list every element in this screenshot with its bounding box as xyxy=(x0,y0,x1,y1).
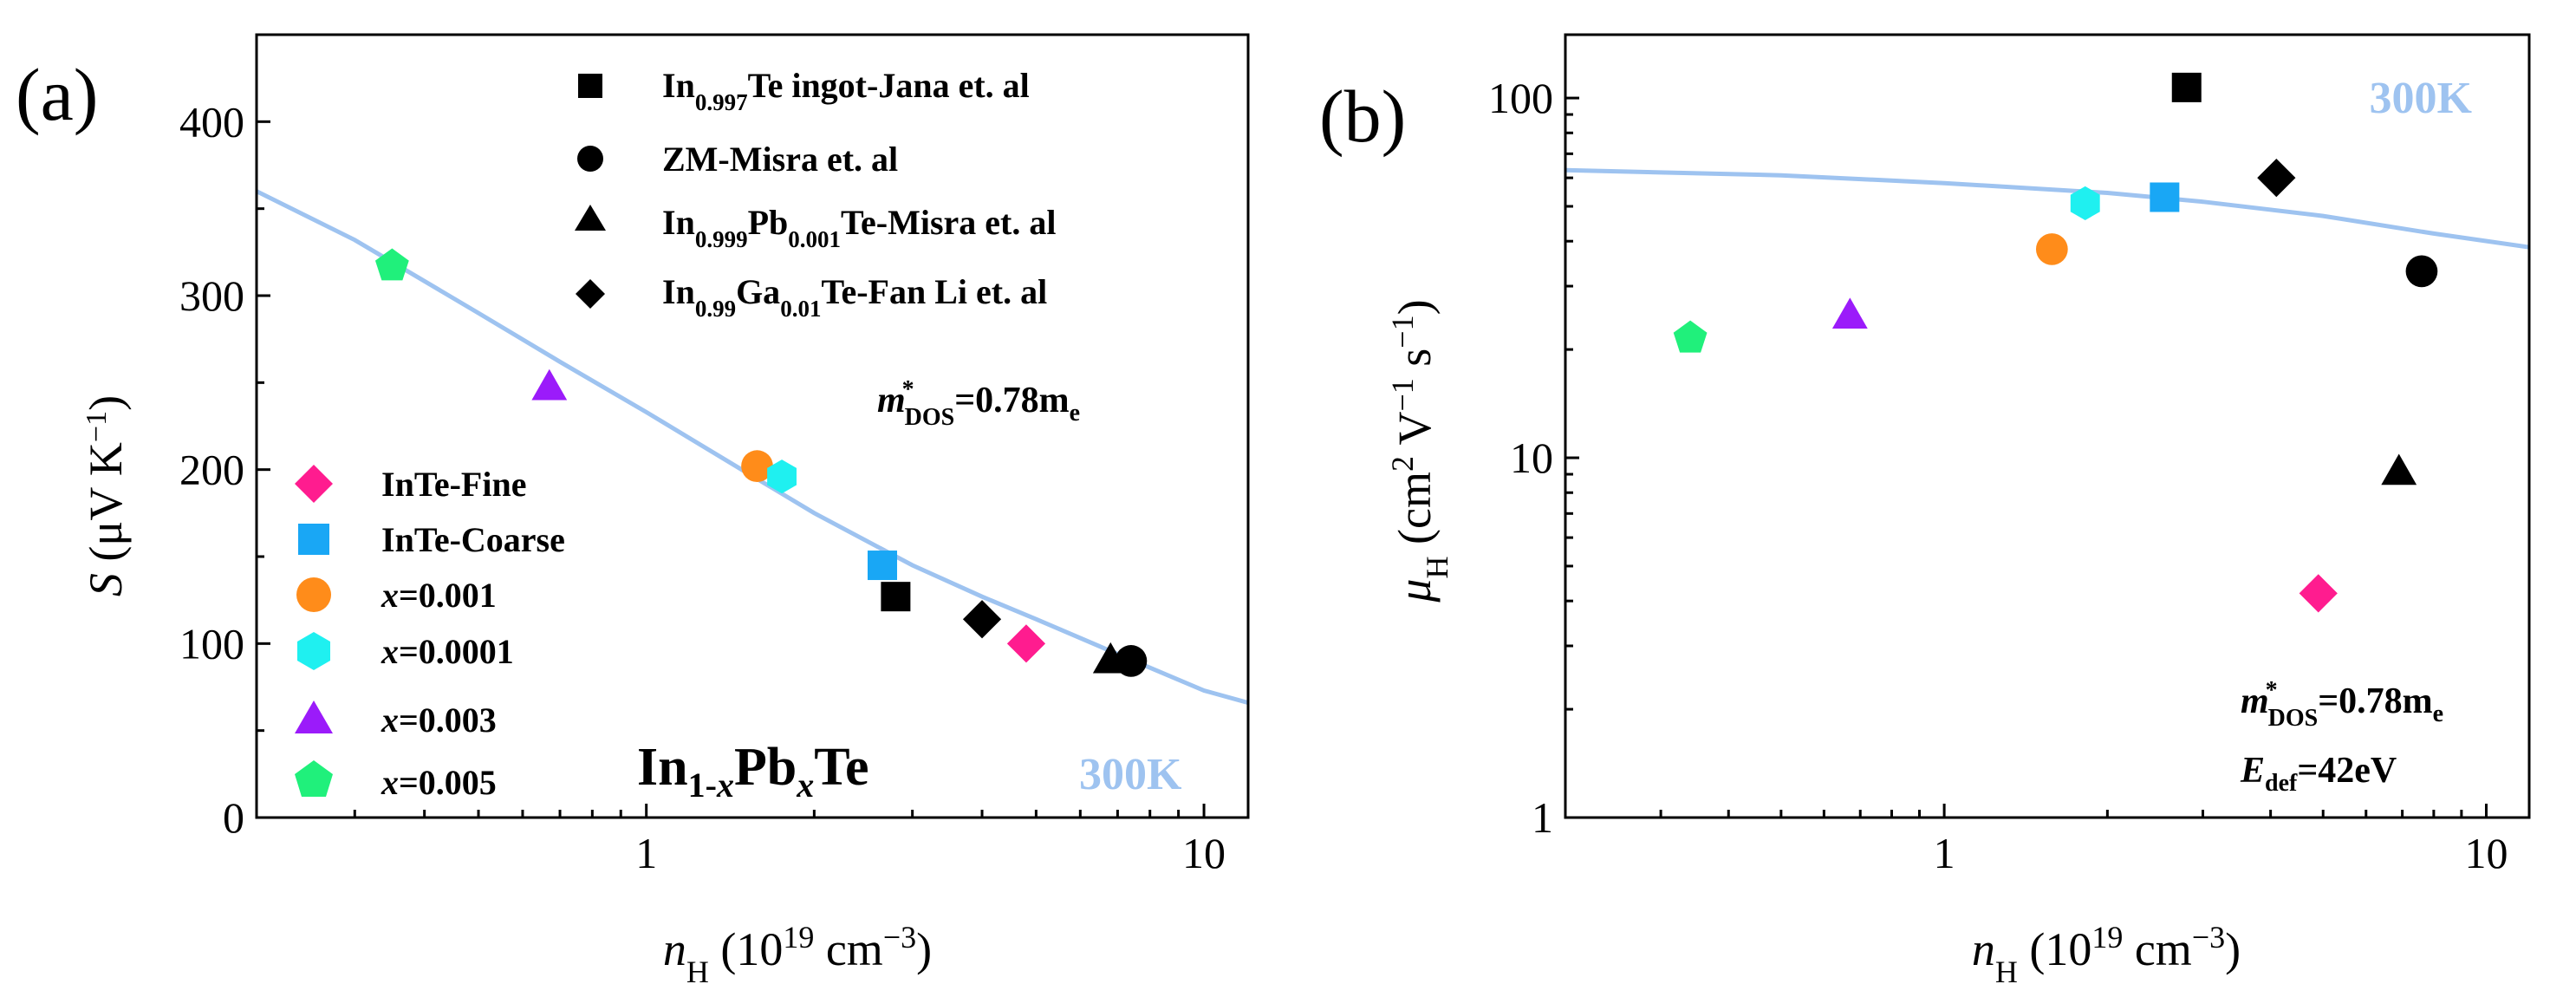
panel-a-point-fine xyxy=(1006,624,1046,663)
panel-b-x-axis-label: nH (1019 cm−3) xyxy=(1972,920,2241,984)
panel-b-point-x0005 xyxy=(1673,320,1708,353)
panel-a-point-x0005 xyxy=(374,248,409,281)
svg-text:x=0.005: x=0.005 xyxy=(381,763,497,802)
panel-a-effective-mass-label: m* DOS=0.78me xyxy=(877,376,1080,431)
svg-text:In0.99Ga0.01Te-Fan Li et. al: In0.99Ga0.01Te-Fan Li et. al xyxy=(662,272,1047,322)
svg-text:x=0.0001: x=0.0001 xyxy=(381,632,514,671)
svg-text:In0.999Pb0.001Te-Misra et. al: In0.999Pb0.001Te-Misra et. al xyxy=(662,203,1056,252)
svg-text:x=0.003: x=0.003 xyxy=(381,701,497,740)
panel-a-y-tick-label: 400 xyxy=(179,97,244,146)
panel-a-legend-literature: In0.997Te ingot-Jana et. al ZM-Misra et.… xyxy=(575,66,1056,322)
panel-b-effective-mass-label: m* DOS=0.78me xyxy=(2241,677,2443,732)
square-marker-icon xyxy=(298,524,329,555)
panel-b-y-tick-label: 1 xyxy=(1532,793,1553,842)
panel-b-deformation-potential-label: Edef=42eV xyxy=(2240,751,2397,797)
panel-a-x-tick-label: 10 xyxy=(1182,829,1226,877)
panel-b-point-lit_pb xyxy=(2381,453,2417,485)
legend-item-pb: In0.999Pb0.001Te-Misra et. al xyxy=(575,203,1056,252)
panel-a: (a) S (μV K−1) nH (1019 cm−3) 1 100100200… xyxy=(16,33,1250,984)
panel-b-temperature-label: 300K xyxy=(2370,74,2473,123)
legend-item-jana: In0.997Te ingot-Jana et. al xyxy=(578,66,1030,115)
svg-text:In0.997Te ingot-Jana et. al: In0.997Te ingot-Jana et. al xyxy=(662,66,1030,115)
legend-item-x00001: x=0.0001 xyxy=(297,632,514,671)
svg-text:x=0.001: x=0.001 xyxy=(381,576,497,615)
legend-item-coarse: InTe-Coarse xyxy=(298,520,565,559)
panel-a-plot-frame xyxy=(255,33,1250,819)
panel-b-y-axis-label: μH (cm2 V−1 s−1) xyxy=(1385,299,1454,603)
panel-a-point-x0001 xyxy=(741,450,773,483)
panel-b-point-lit_zm xyxy=(2405,255,2438,288)
svg-text:ZM-Misra et. al: ZM-Misra et. al xyxy=(662,140,898,179)
svg-text:InTe-Fine: InTe-Fine xyxy=(381,465,526,504)
panel-a-y-tick-label: 200 xyxy=(179,446,244,494)
square-marker-icon xyxy=(578,74,602,98)
panel-a-y-tick-label: 300 xyxy=(179,271,244,320)
panel-a-point-lit_ga xyxy=(962,600,1002,639)
panel-b-point-x0001 xyxy=(2035,233,2068,265)
panel-b-plot-area: 1 10 1 10 100 xyxy=(1488,33,2531,877)
circle-marker-icon xyxy=(577,146,603,172)
panel-a-point-coarse xyxy=(867,551,897,581)
panel-b-point-coarse xyxy=(2150,182,2180,212)
hexagon-marker-icon xyxy=(297,632,330,670)
legend-item-x0005: x=0.005 xyxy=(295,760,497,802)
panel-a-legend-samples: InTe-Fine InTe-Coarse x=0.001 x=0.0001 x… xyxy=(295,465,565,802)
triangle-marker-icon xyxy=(575,205,606,231)
panel-b-point-fine xyxy=(2299,574,2338,613)
panel-a-y-tick-label: 100 xyxy=(179,619,244,668)
legend-item-zm: ZM-Misra et. al xyxy=(577,140,898,179)
panel-a-point-lit_jana xyxy=(881,582,911,612)
panel-a-temperature-label: 300K xyxy=(1079,750,1182,799)
legend-item-ga: In0.99Ga0.01Te-Fan Li et. al xyxy=(576,272,1047,322)
panel-a-point-x00001 xyxy=(767,459,797,494)
panel-b-y-tick-label: 100 xyxy=(1488,74,1553,122)
panel-b-point-lit_ga xyxy=(2257,159,2296,198)
diamond-marker-icon xyxy=(295,465,333,503)
panel-b-plot-frame xyxy=(1564,33,2531,819)
panel-b-point-x0003 xyxy=(1831,297,1868,329)
legend-item-x0003: x=0.003 xyxy=(295,701,497,740)
panel-a-composition-label: In1-xPbxTe xyxy=(637,738,868,805)
panel-b-x-tick-label: 1 xyxy=(1934,829,1955,877)
panel-a-y-tick-label: 0 xyxy=(223,793,244,842)
circle-marker-icon xyxy=(296,577,331,612)
panel-b-y-tick-label: 10 xyxy=(1510,433,1553,482)
panel-b-point-x00001 xyxy=(2070,186,2100,220)
panel-b-x-tick-label: 10 xyxy=(2464,829,2508,877)
legend-item-fine: InTe-Fine xyxy=(295,465,526,504)
diamond-marker-icon xyxy=(576,279,605,309)
panel-a-label: (a) xyxy=(16,53,98,136)
panel-a-x-tick-label: 1 xyxy=(635,829,657,877)
pentagon-marker-icon xyxy=(295,760,333,797)
legend-item-x0001: x=0.001 xyxy=(296,576,497,615)
triangle-marker-icon xyxy=(295,701,333,733)
panel-b-point-lit_jana xyxy=(2171,72,2202,102)
panel-b-label: (b) xyxy=(1319,75,1406,158)
panel-b: (b) μH (cm2 V−1 s−1) nH (1019 cm−3) 1 101… xyxy=(1319,33,2531,984)
svg-text:InTe-Coarse: InTe-Coarse xyxy=(381,520,565,559)
panel-a-y-axis-label: S (μV K−1) xyxy=(80,395,132,596)
panel-a-point-lit_pb xyxy=(1092,642,1129,674)
panel-a-point-x0003 xyxy=(531,368,568,401)
panel-a-x-axis-label: nH (1019 cm−3) xyxy=(663,920,932,984)
